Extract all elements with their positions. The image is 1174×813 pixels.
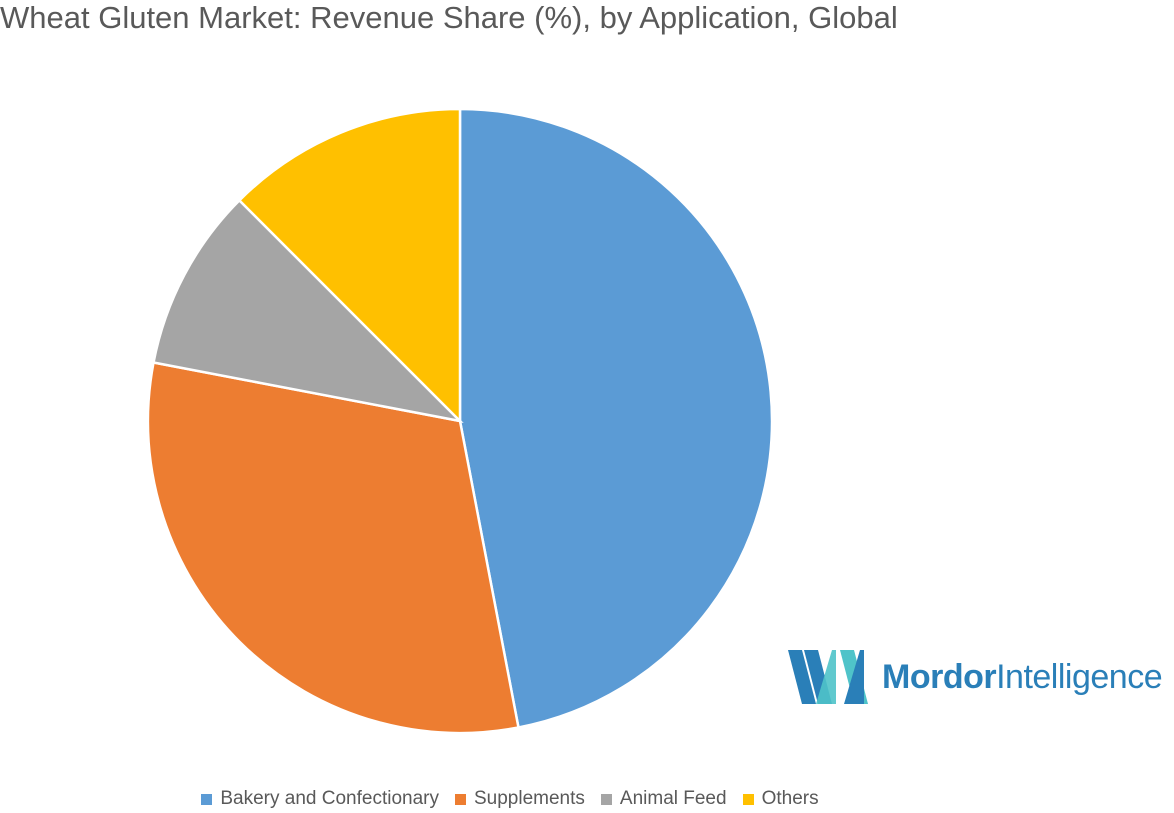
legend-label: Supplements [474,788,585,809]
legend-label: Animal Feed [619,788,727,809]
pie-slice-supplements [146,361,520,735]
chart-legend: Bakery and Confectionary Supplements Anima… [0,788,1020,810]
legend-swatch [600,793,612,805]
chart-title: Wheat Gluten Market: Revenue Share (%), … [0,0,898,35]
legend-item: Animal Feed [600,788,727,810]
mordor-logo-icon [788,650,868,704]
pie-slice-animal-feed [152,198,464,423]
legend-item: Bakery and Confectionary [201,788,439,810]
legend-swatch [455,793,466,805]
pie-slice-bakery-and-confectionary [458,107,774,729]
legend-label: Others [761,788,819,809]
brand-logo: MordorIntelligence [788,650,1163,704]
brand-name-bold: Mordor [882,657,997,696]
legend-label: Bakery and Confectionary [220,788,439,809]
legend-item: Others [742,788,819,810]
legend-swatch [201,793,213,805]
pie-slice-others [237,107,462,425]
brand-name-regular: Intelligence [996,657,1163,696]
legend-swatch [742,793,754,805]
legend-item: Supplements [455,788,585,810]
